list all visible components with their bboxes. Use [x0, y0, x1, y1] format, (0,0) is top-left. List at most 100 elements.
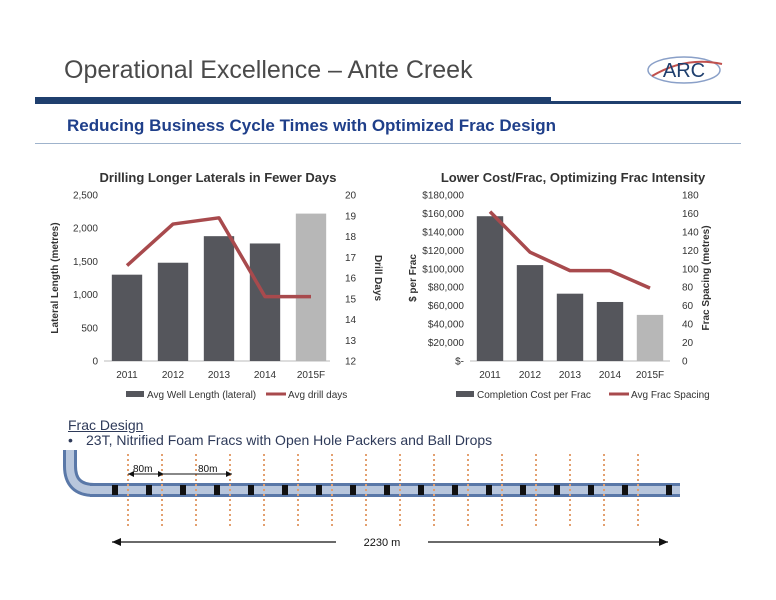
page-title: Operational Excellence – Ante Creek [64, 56, 473, 84]
frac-stage [282, 454, 299, 526]
y-tick-label: $180,000 [422, 191, 464, 202]
subtitle-rule [35, 143, 741, 144]
header-band [35, 97, 551, 104]
packer [486, 485, 492, 495]
frac-stage [622, 454, 639, 526]
bar [556, 293, 584, 361]
frac-design-bullet: • 23T, Nitrified Foam Fracs with Open Hol… [68, 432, 492, 448]
bar [157, 262, 189, 361]
chart-title: Lower Cost/Frac, Optimizing Frac Intensi… [441, 170, 706, 185]
y2-tick-label: 160 [682, 209, 699, 220]
x-tick-label: 2014 [254, 370, 277, 381]
spacing-markers: 80m 80m [128, 464, 232, 477]
y-tick-label: 2,500 [73, 191, 98, 202]
chart-drilling: Drilling Longer Laterals in Fewer Days L… [50, 170, 383, 401]
frac-stage [588, 454, 605, 526]
y2-tick-label: 60 [682, 301, 694, 312]
frac-design-heading: Frac Design [68, 417, 144, 433]
x-tick-label: 2014 [599, 370, 622, 381]
y-tick-label: 1,000 [73, 290, 98, 301]
y-tick-label: $40,000 [428, 320, 465, 331]
legend-label-bar: Completion Cost per Frac [477, 390, 591, 401]
frac-stage [554, 454, 571, 526]
y2-tick-label: 20 [682, 338, 694, 349]
legend-label-bar: Avg Well Length (lateral) [147, 390, 256, 401]
x-tick-label: 2015F [636, 370, 664, 381]
y-tick-label: $140,000 [422, 227, 464, 238]
spacing-label: 80m [198, 464, 217, 475]
packer [146, 485, 152, 495]
page-subtitle: Reducing Business Cycle Times with Optim… [67, 116, 557, 135]
legend: Completion Cost per Frac Avg Frac Spacin… [456, 390, 710, 401]
y2-tick-label: 12 [345, 357, 357, 368]
x-tick-label: 2013 [559, 370, 582, 381]
bar [203, 236, 235, 361]
frac-stage [350, 454, 367, 526]
frac-stage [486, 454, 503, 526]
x-tick-label: 2011 [116, 370, 138, 381]
y-tick-label: 500 [81, 323, 98, 334]
legend-swatch-bar [126, 391, 144, 397]
y2-tick-label: 17 [345, 253, 357, 264]
y2-tick-label: 18 [345, 232, 357, 243]
packer [384, 485, 390, 495]
y2-axis-label: Drill Days [372, 255, 383, 302]
packer [588, 485, 594, 495]
spacing-label: 80m [133, 464, 152, 475]
y2-tick-label: 80 [682, 283, 694, 294]
packer [112, 485, 118, 495]
bar [295, 213, 327, 361]
frac-stage [214, 454, 231, 526]
y2-tick-label: 15 [345, 294, 357, 305]
x-tick-label: 2011 [479, 370, 501, 381]
y-tick-label: $120,000 [422, 246, 464, 257]
well-diagram: 80m 80m 2230 m [63, 450, 680, 549]
y-tick-label: $160,000 [422, 209, 464, 220]
x-tick-label: 2012 [519, 370, 542, 381]
y-tick-label: $- [455, 357, 464, 368]
y2-tick-label: 0 [682, 357, 688, 368]
y-tick-label: 0 [92, 357, 98, 368]
y2-tick-label: 14 [345, 315, 357, 326]
series-line [488, 210, 651, 290]
frac-stage [452, 454, 469, 526]
y2-axis-label: Frac Spacing (metres) [701, 225, 712, 330]
length-label: 2230 m [364, 537, 401, 549]
packer [554, 485, 560, 495]
packer [214, 485, 220, 495]
x-tick-label: 2012 [162, 370, 185, 381]
frac-stage [248, 454, 265, 526]
y2-tick-label: 140 [682, 227, 699, 238]
frac-stage [146, 454, 163, 526]
y2-tick-label: 16 [345, 274, 357, 285]
y2-tick-label: 20 [345, 191, 357, 202]
packer [452, 485, 458, 495]
bar [596, 301, 624, 361]
frac-stage [384, 454, 401, 526]
y2-tick-label: 100 [682, 264, 699, 275]
legend-label-line: Avg drill days [288, 390, 347, 401]
frac-stage [316, 454, 333, 526]
frac-stage [112, 454, 129, 526]
frac-stage [520, 454, 537, 526]
y-tick-label: 1,500 [73, 257, 98, 268]
y-tick-label: $80,000 [428, 283, 465, 294]
y2-tick-label: 120 [682, 246, 699, 257]
packer [622, 485, 628, 495]
frac-design-text: 23T, Nitrified Foam Fracs with Open Hole… [86, 432, 493, 448]
length-marker: 2230 m [112, 537, 668, 549]
packer [666, 485, 672, 495]
y-tick-label: $60,000 [428, 301, 465, 312]
packer [350, 485, 356, 495]
y-axis-label: Lateral Length (metres) [50, 222, 61, 333]
arc-logo: ARC [647, 56, 723, 84]
y2-tick-label: 40 [682, 320, 694, 331]
bar [636, 314, 664, 361]
y-tick-label: $100,000 [422, 264, 464, 275]
chart-frac-cost: Lower Cost/Frac, Optimizing Frac Intensi… [408, 170, 712, 401]
header-band-thin [551, 101, 741, 104]
packer [520, 485, 526, 495]
chart-title: Drilling Longer Laterals in Fewer Days [100, 170, 337, 185]
y2-tick-label: 180 [682, 191, 699, 202]
bullet-mark: • [68, 432, 73, 448]
